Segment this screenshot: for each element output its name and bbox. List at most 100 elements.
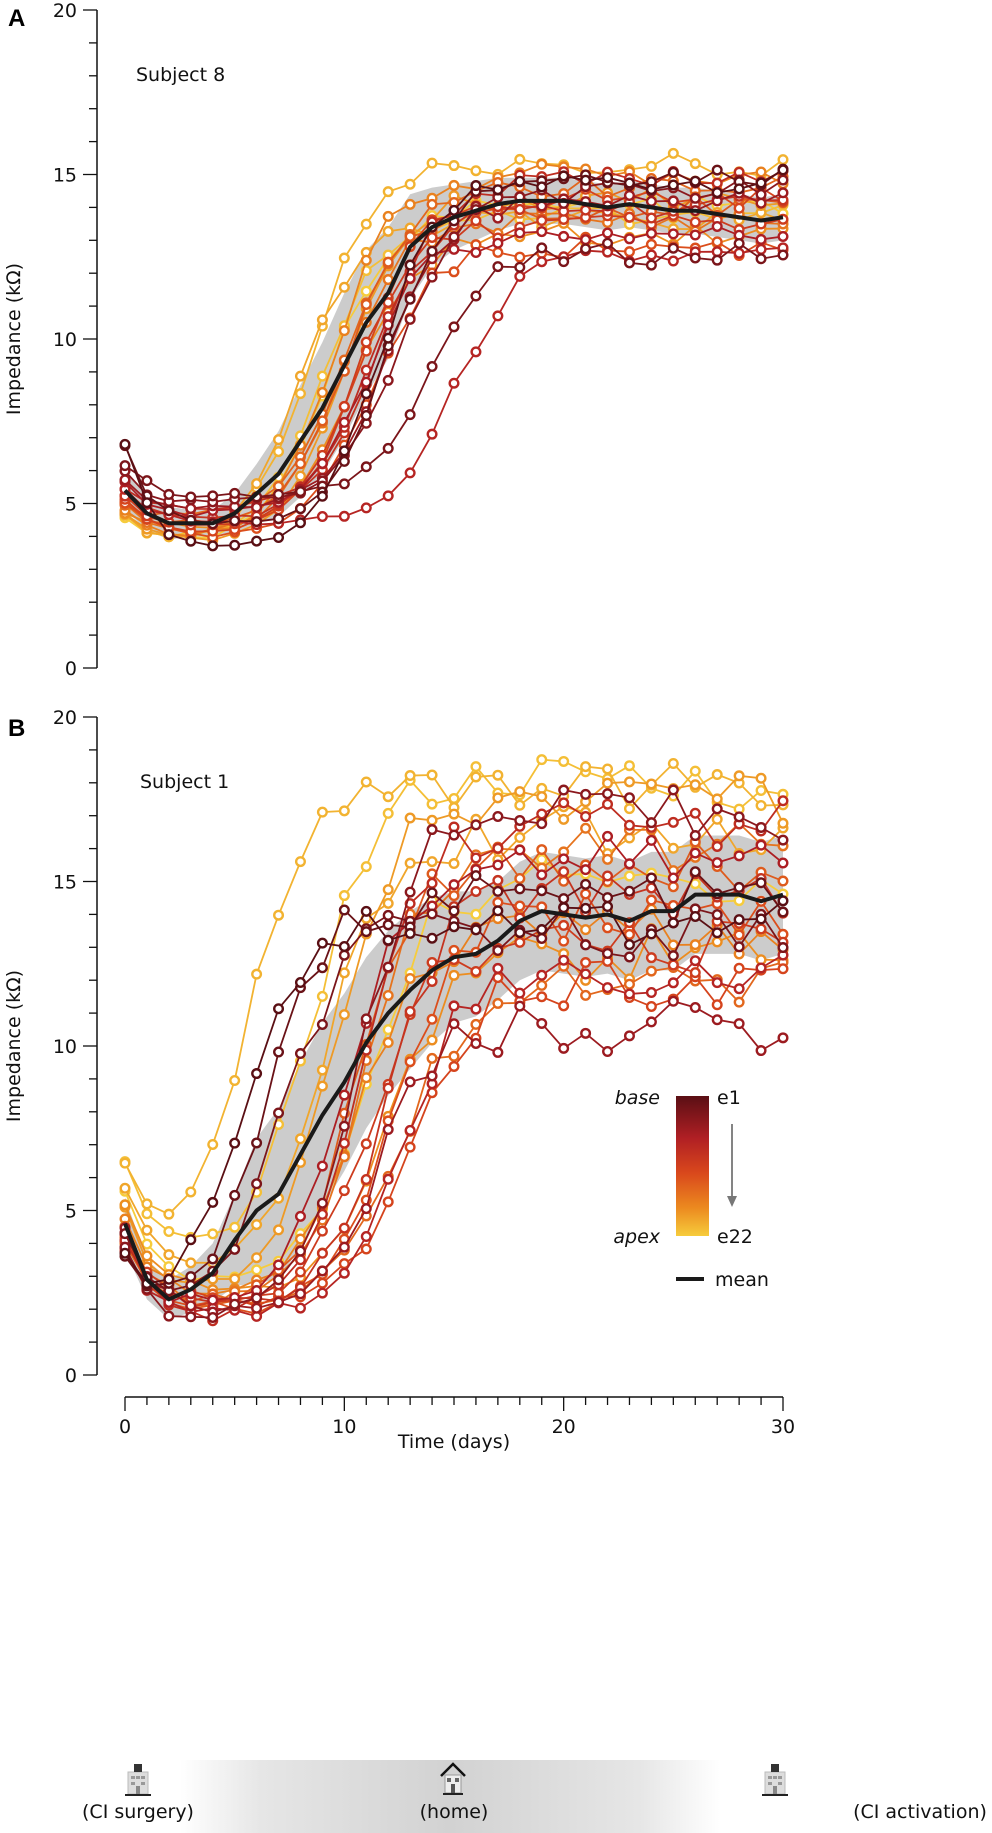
electrode-point — [294, 1288, 306, 1300]
electrode-series-e10 — [119, 209, 789, 531]
electrode-point — [645, 212, 657, 224]
electrode-point — [645, 928, 657, 940]
electrode-point — [294, 1048, 306, 1060]
electrode-point — [777, 834, 789, 846]
timeline-middle-label: (home) — [420, 1801, 489, 1823]
electrode-point — [514, 270, 526, 282]
electrode-point — [273, 488, 285, 500]
electrode-point — [558, 784, 570, 796]
electrode-point — [645, 952, 657, 964]
electrode-point — [207, 1196, 219, 1208]
electrode-point — [645, 1016, 657, 1028]
electrode-point — [645, 834, 657, 846]
electrode-point — [755, 821, 767, 833]
electrode-point — [602, 901, 614, 913]
electrode-point — [777, 857, 789, 869]
electrode-point — [404, 927, 416, 939]
electrode-point — [448, 1018, 460, 1030]
legend-colorbar — [676, 1096, 709, 1236]
electrode-point — [470, 165, 482, 177]
electrode-point — [119, 1199, 131, 1211]
electrode-point — [316, 937, 328, 949]
electrode-point — [316, 511, 328, 523]
electrode-point — [733, 850, 745, 862]
electrode-point — [119, 438, 131, 450]
electrode-point — [536, 979, 548, 991]
electrode-point — [360, 388, 372, 400]
electrode-point — [426, 1034, 438, 1046]
electrode-point — [492, 859, 504, 871]
electrode-point — [755, 784, 767, 796]
electrode-point — [426, 824, 438, 836]
electrode-point — [623, 951, 635, 963]
electrode-point — [580, 810, 592, 822]
electrode-point — [711, 793, 723, 805]
electrode-point — [404, 1076, 416, 1088]
electrode-point — [755, 233, 767, 245]
electrode-point — [185, 535, 197, 547]
electrode-point — [360, 1174, 372, 1186]
electrode-point — [623, 792, 635, 804]
electrode-point — [733, 962, 745, 974]
electrode-point — [667, 228, 679, 240]
electrode-point — [623, 858, 635, 870]
electrode-point — [338, 1137, 350, 1149]
electrode-point — [404, 1056, 416, 1068]
electrode-point — [273, 1224, 285, 1236]
electrode-series-e7 — [119, 242, 789, 531]
electrode-point — [426, 361, 438, 373]
electrode-point — [645, 778, 657, 790]
electrode-point — [689, 192, 701, 204]
electrode-point — [229, 1137, 241, 1149]
electrode-point — [273, 532, 285, 544]
electrode-point — [580, 957, 592, 969]
electrode-point — [689, 967, 701, 979]
panel-b-subject: Subject 1 — [140, 771, 229, 793]
electrode-point — [755, 800, 767, 812]
electrode-point — [360, 1138, 372, 1150]
electrode-point — [602, 788, 614, 800]
electrode-point — [338, 805, 350, 817]
electrode-point — [382, 1173, 394, 1185]
electrode-point — [470, 852, 482, 864]
electrode-point — [711, 236, 723, 248]
electrode-point — [229, 1221, 241, 1233]
electrode-point — [777, 187, 789, 199]
electrode-point — [382, 1196, 394, 1208]
electrode-point — [163, 1249, 175, 1261]
electrode-point — [623, 939, 635, 951]
electrode-point — [251, 1252, 263, 1264]
electrode-point — [470, 870, 482, 882]
electrode-point — [514, 927, 526, 939]
electrode-point — [536, 158, 548, 170]
electrode-point — [338, 416, 350, 428]
electrode-point — [602, 892, 614, 904]
electrode-point — [273, 1046, 285, 1058]
electrode-point — [185, 1234, 197, 1246]
panel-a-ylabel: Impedance (kΩ) — [3, 263, 25, 415]
electrode-point — [645, 184, 657, 196]
electrode-point — [426, 814, 438, 826]
electrode-point — [470, 965, 482, 977]
x-tick-label: 30 — [771, 1416, 795, 1438]
electrode-point — [711, 813, 723, 825]
electrode-point — [645, 872, 657, 884]
electrode-point — [316, 490, 328, 502]
electrode-point — [689, 765, 701, 777]
electrode-point — [755, 1045, 767, 1057]
electrode-point — [338, 941, 350, 953]
electrode-point — [492, 885, 504, 897]
electrode-point — [514, 814, 526, 826]
electrode-point — [492, 792, 504, 804]
electrode-point — [667, 917, 679, 929]
electrode-point — [602, 777, 614, 789]
electrode-point — [536, 181, 548, 193]
electrode-point — [426, 877, 438, 889]
electrode-point — [470, 771, 482, 783]
electrode-point — [711, 857, 723, 869]
electrode-point — [492, 810, 504, 822]
electrode-point — [207, 1253, 219, 1265]
electrode-point — [229, 539, 241, 551]
electrode-point — [558, 813, 570, 825]
timeline-gradient — [180, 1760, 720, 1833]
